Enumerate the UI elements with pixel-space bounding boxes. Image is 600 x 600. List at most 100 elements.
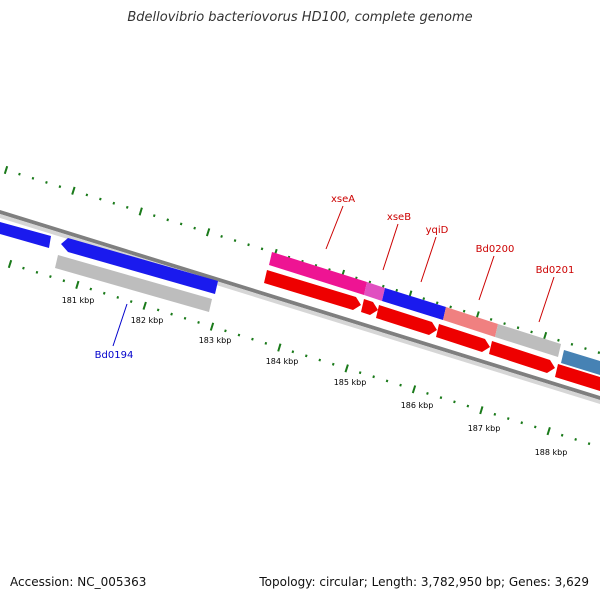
minor-tick <box>49 275 52 279</box>
minor-tick <box>584 347 587 350</box>
minor-tick <box>89 287 93 291</box>
minor-tick <box>116 296 120 299</box>
minor-tick <box>112 201 116 205</box>
minor-tick <box>385 379 389 383</box>
minor-tick <box>179 222 183 226</box>
minor-tick <box>35 270 39 274</box>
minor-tick <box>58 185 62 189</box>
topology-text: Topology: circular; Length: 3,782,950 bp… <box>259 575 589 589</box>
gene-arrow[interactable] <box>436 324 490 352</box>
minor-tick <box>224 329 227 333</box>
accession-text: Accession: NC_005363 <box>10 575 147 589</box>
minor-tick <box>587 442 591 446</box>
minor-tick <box>129 300 133 304</box>
gene-arrow[interactable] <box>376 305 437 335</box>
minor-tick <box>170 312 173 316</box>
minor-tick <box>489 317 493 321</box>
major-tick <box>3 165 9 175</box>
minor-tick <box>462 309 466 313</box>
gene-arrow[interactable] <box>561 350 600 375</box>
minor-tick <box>152 214 156 218</box>
major-tick <box>75 280 80 289</box>
scale-label: 187 kbp <box>468 424 501 433</box>
scale-label: 186 kbp <box>401 401 434 410</box>
major-tick <box>344 364 349 373</box>
minor-tick <box>574 438 577 441</box>
scale-label: 181 kbp <box>62 296 95 305</box>
minor-tick <box>557 338 560 342</box>
minor-tick <box>466 404 470 408</box>
minor-tick <box>503 322 506 326</box>
major-tick <box>277 343 282 352</box>
minor-tick <box>125 205 129 209</box>
minor-tick <box>570 342 574 346</box>
leader-line-Bd0194 <box>112 303 128 347</box>
minor-tick <box>381 284 385 288</box>
minor-tick <box>251 337 254 341</box>
gene-label-Bd0200[interactable]: Bd0200 <box>476 244 515 255</box>
leader-line-xseA <box>325 205 344 250</box>
minor-tick <box>520 421 524 425</box>
minor-tick <box>237 333 241 337</box>
gene-Bd0194-arrow[interactable] <box>61 238 218 294</box>
major-tick <box>7 259 13 269</box>
gene-arrow[interactable] <box>489 341 555 373</box>
reverse-strand-features <box>55 255 600 391</box>
minor-tick <box>193 226 196 230</box>
gene-label-xseA[interactable]: xseA <box>331 194 355 205</box>
leader-line-Bd0200 <box>478 255 495 301</box>
gene-arrow[interactable] <box>0 222 51 248</box>
gene-label-xseB[interactable]: xseB <box>387 212 411 223</box>
minor-tick <box>395 288 399 292</box>
minor-tick <box>304 354 308 358</box>
scale-label: 183 kbp <box>199 336 232 345</box>
minor-tick <box>62 279 66 283</box>
gene-label-yqiD[interactable]: yqiD <box>426 225 449 236</box>
inner-tick-marks <box>7 259 591 446</box>
gene-Bd0201-arrow[interactable] <box>495 324 561 357</box>
gene-arrow[interactable] <box>555 364 600 391</box>
minor-tick <box>449 305 452 309</box>
minor-tick <box>533 425 537 429</box>
minor-tick <box>435 301 439 305</box>
major-tick <box>209 322 215 331</box>
minor-tick <box>18 172 21 176</box>
minor-tick <box>99 197 102 201</box>
minor-tick <box>31 176 35 180</box>
gene-yqiD-arrow[interactable] <box>382 288 446 320</box>
gene-Bd0200-arrow[interactable] <box>443 307 498 337</box>
scale-label: 182 kbp <box>131 316 164 325</box>
minor-tick <box>183 316 187 320</box>
minor-tick <box>439 396 443 400</box>
minor-tick <box>156 308 160 312</box>
gene-arrow[interactable] <box>55 255 212 312</box>
gene-label-Bd0194[interactable]: Bd0194 <box>95 350 134 361</box>
minor-tick <box>516 326 520 330</box>
gene-arrow[interactable] <box>264 270 361 310</box>
minor-tick <box>358 371 362 375</box>
minor-tick <box>85 193 89 197</box>
minor-tick <box>372 375 375 379</box>
minor-tick <box>45 181 48 184</box>
gene-xseA-arrow[interactable] <box>269 252 367 295</box>
minor-tick <box>233 239 237 242</box>
gene-label-Bd0201[interactable]: Bd0201 <box>536 265 575 276</box>
minor-tick <box>291 350 295 354</box>
minor-tick <box>318 358 322 362</box>
leader-line-Bd0201 <box>538 276 555 323</box>
major-tick <box>138 207 143 216</box>
minor-tick <box>422 297 426 301</box>
minor-tick <box>22 266 25 270</box>
gene-xseB-arrow[interactable] <box>364 282 385 301</box>
minor-tick <box>260 247 264 251</box>
leader-line-yqiD <box>420 236 437 283</box>
scale-labels: 181 kbp 182 kbp 183 kbp 184 kbp 185 kbp … <box>62 296 568 457</box>
major-tick <box>71 186 76 195</box>
major-tick <box>546 426 551 436</box>
minor-tick <box>264 341 268 345</box>
minor-tick <box>597 351 600 355</box>
gene-arrow[interactable] <box>361 299 378 315</box>
minor-tick <box>453 400 456 404</box>
